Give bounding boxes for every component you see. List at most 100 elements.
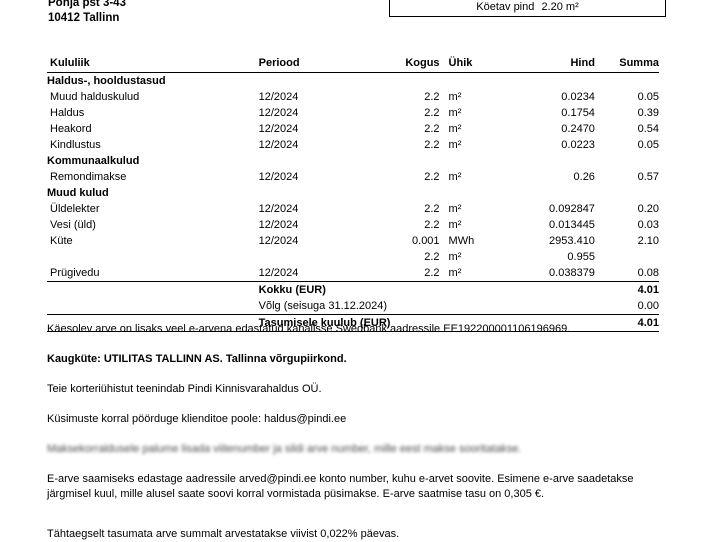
cell-kogus: 2.2	[424, 107, 440, 119]
cell-periood: 12/2024	[258, 171, 299, 183]
cell-summa: 0.05	[637, 139, 659, 151]
cell-periood	[259, 249, 364, 265]
table-total-row: Kokku (EUR) 4.01	[47, 281, 659, 298]
cell-kogus: 2.2	[424, 123, 440, 135]
cell-summa: 0.03	[637, 219, 659, 231]
cell-yhik: m²	[448, 107, 462, 119]
recipient-address: Põhja pst 3-43 10412 Tallinn	[48, 0, 126, 26]
cell-kogus: 2.2	[424, 139, 440, 151]
cell-hind: 0.0223	[561, 139, 595, 151]
table-row: Küte 12/2024 0.001 MWh 2953.410 2.10	[47, 233, 659, 249]
cell-yhik: m²	[448, 91, 462, 103]
cell-periood: 12/2024	[258, 267, 299, 279]
table-row: 2.2 m² 0.955	[47, 249, 659, 265]
cell-summa: 0.39	[637, 107, 659, 119]
cost-table: Kululiik Periood Kogus Ühik Hind Summa H…	[47, 57, 659, 332]
note-paragraph: Käesolev arve on lisaks veel e-arvena ed…	[47, 323, 571, 335]
total-label: Tasumisele kuulub (EUR)	[258, 314, 599, 332]
cell-summa: 0.57	[637, 171, 659, 183]
col-hind: Hind	[506, 57, 599, 73]
cell-kululiik: Küte	[50, 235, 73, 247]
note-paragraph: E-arve saamiseks edastage aadressile arv…	[47, 473, 634, 500]
late-fee-note: Tähtaegselt tasumata arve summalt arvest…	[47, 528, 400, 540]
cell-periood: 12/2024	[258, 203, 299, 215]
col-periood: Periood	[258, 57, 364, 73]
cell-yhik: m²	[448, 219, 462, 231]
invoice-notes: Käesolev arve on lisaks veel e-arvena ed…	[47, 322, 672, 517]
col-yhik: Ühik	[445, 57, 507, 73]
cell-kululiik	[47, 249, 259, 265]
table-group-row: Kommunaalkulud	[47, 153, 659, 169]
total-spacer	[47, 298, 259, 315]
cell-periood: 12/2024	[258, 139, 299, 151]
cell-yhik: m²	[448, 123, 462, 135]
cell-kogus: 2.2	[424, 267, 440, 279]
cell-kogus: 2.2	[424, 171, 440, 183]
cell-yhik: m²	[448, 139, 462, 151]
note-paragraph: Teie korteriühistut teenindab Pindi Kinn…	[47, 383, 322, 395]
cell-summa: 0.54	[637, 123, 659, 135]
cell-summa: 0.05	[637, 91, 659, 103]
col-kululiik: Kululiik	[47, 57, 259, 73]
cell-periood: 12/2024	[258, 123, 299, 135]
cell-hind: 0.092847	[549, 203, 595, 215]
cell-hind: 0.038379	[549, 267, 595, 279]
table-group-row: Haldus-, hooldustasud	[47, 73, 659, 90]
cell-kululiik: Haldus	[50, 107, 85, 119]
total-value: 4.01	[598, 281, 659, 298]
total-label: Kokku (EUR)	[258, 281, 599, 298]
table-row: Haldus 12/2024 2.2 m² 0.1754 0.39	[47, 105, 659, 121]
heated-area-value: 2.20 m²	[541, 1, 579, 13]
cell-periood: 12/2024	[258, 235, 299, 247]
table-row: Prügivedu 12/2024 2.2 m² 0.038379 0.08	[47, 265, 659, 282]
total-value: 0.00	[637, 300, 659, 312]
cell-hind: 0.26	[573, 171, 595, 183]
cell-kululiik: Üldelekter	[50, 203, 100, 215]
heated-area-row: Köetav pind 2.20 m²	[390, 1, 665, 13]
table-header-row: Kululiik Periood Kogus Ühik Hind Summa	[47, 57, 659, 73]
cell-kogus: 2.2	[424, 251, 440, 263]
heated-area-label: Köetav pind	[476, 1, 535, 13]
cell-hind: 0.955	[567, 251, 595, 263]
cell-kogus: 2.2	[424, 203, 440, 215]
cell-yhik: MWh	[448, 235, 475, 247]
cell-yhik: m²	[448, 267, 462, 279]
table-row: Remondimakse 12/2024 2.2 m² 0.26 0.57	[47, 169, 659, 185]
table-group-label: Haldus-, hooldustasud	[47, 75, 166, 87]
cell-summa: 2.10	[637, 235, 659, 247]
cell-yhik: m²	[448, 171, 462, 183]
cell-kogus: 2.2	[424, 91, 440, 103]
col-summa: Summa	[598, 57, 659, 73]
cell-periood: 12/2024	[258, 219, 299, 231]
cell-periood: 12/2024	[258, 91, 299, 103]
table-total-row: Võlg (seisuga 31.12.2024) 0.00	[47, 298, 659, 315]
address-line-2: 10412 Tallinn	[48, 12, 120, 24]
table-row: Heakord 12/2024 2.2 m² 0.2470 0.54	[47, 121, 659, 137]
cell-yhik: m²	[448, 203, 462, 215]
cell-hind: 0.013445	[549, 219, 595, 231]
table-row: Muud halduskulud 12/2024 2.2 m² 0.0234 0.05	[47, 89, 659, 105]
cell-hind: 0.2470	[561, 123, 595, 135]
total-value: 4.01	[598, 314, 659, 332]
cell-kululiik: Muud halduskulud	[50, 91, 140, 103]
total-spacer	[47, 281, 259, 298]
cell-hind: 0.1754	[561, 107, 595, 119]
total-label: Võlg (seisuga 31.12.2024)	[258, 300, 388, 312]
cell-summa: 0.08	[637, 267, 659, 279]
table-row: Kindlustus 12/2024 2.2 m² 0.0223 0.05	[47, 137, 659, 153]
cell-kululiik: Heakord	[50, 123, 92, 135]
cell-summa	[599, 249, 659, 265]
table-group-row: Muud kulud	[47, 185, 659, 201]
cell-hind: 0.0234	[561, 91, 595, 103]
cell-kululiik: Remondimakse	[50, 171, 127, 183]
cell-kogus: 2.2	[424, 219, 440, 231]
table-total-row: Tasumisele kuulub (EUR) 4.01	[47, 314, 659, 332]
cell-yhik: m²	[448, 251, 462, 263]
cell-kululiik: Vesi (üld)	[50, 219, 96, 231]
cell-periood: 12/2024	[258, 107, 299, 119]
cell-hind: 2953.410	[549, 235, 595, 247]
table-row: Vesi (üld) 12/2024 2.2 m² 0.013445 0.03	[47, 217, 659, 233]
note-paragraph: Kaugküte: UTILITAS TALLINN AS. Tallinna …	[47, 353, 347, 365]
cell-kogus: 0.001	[412, 235, 440, 247]
